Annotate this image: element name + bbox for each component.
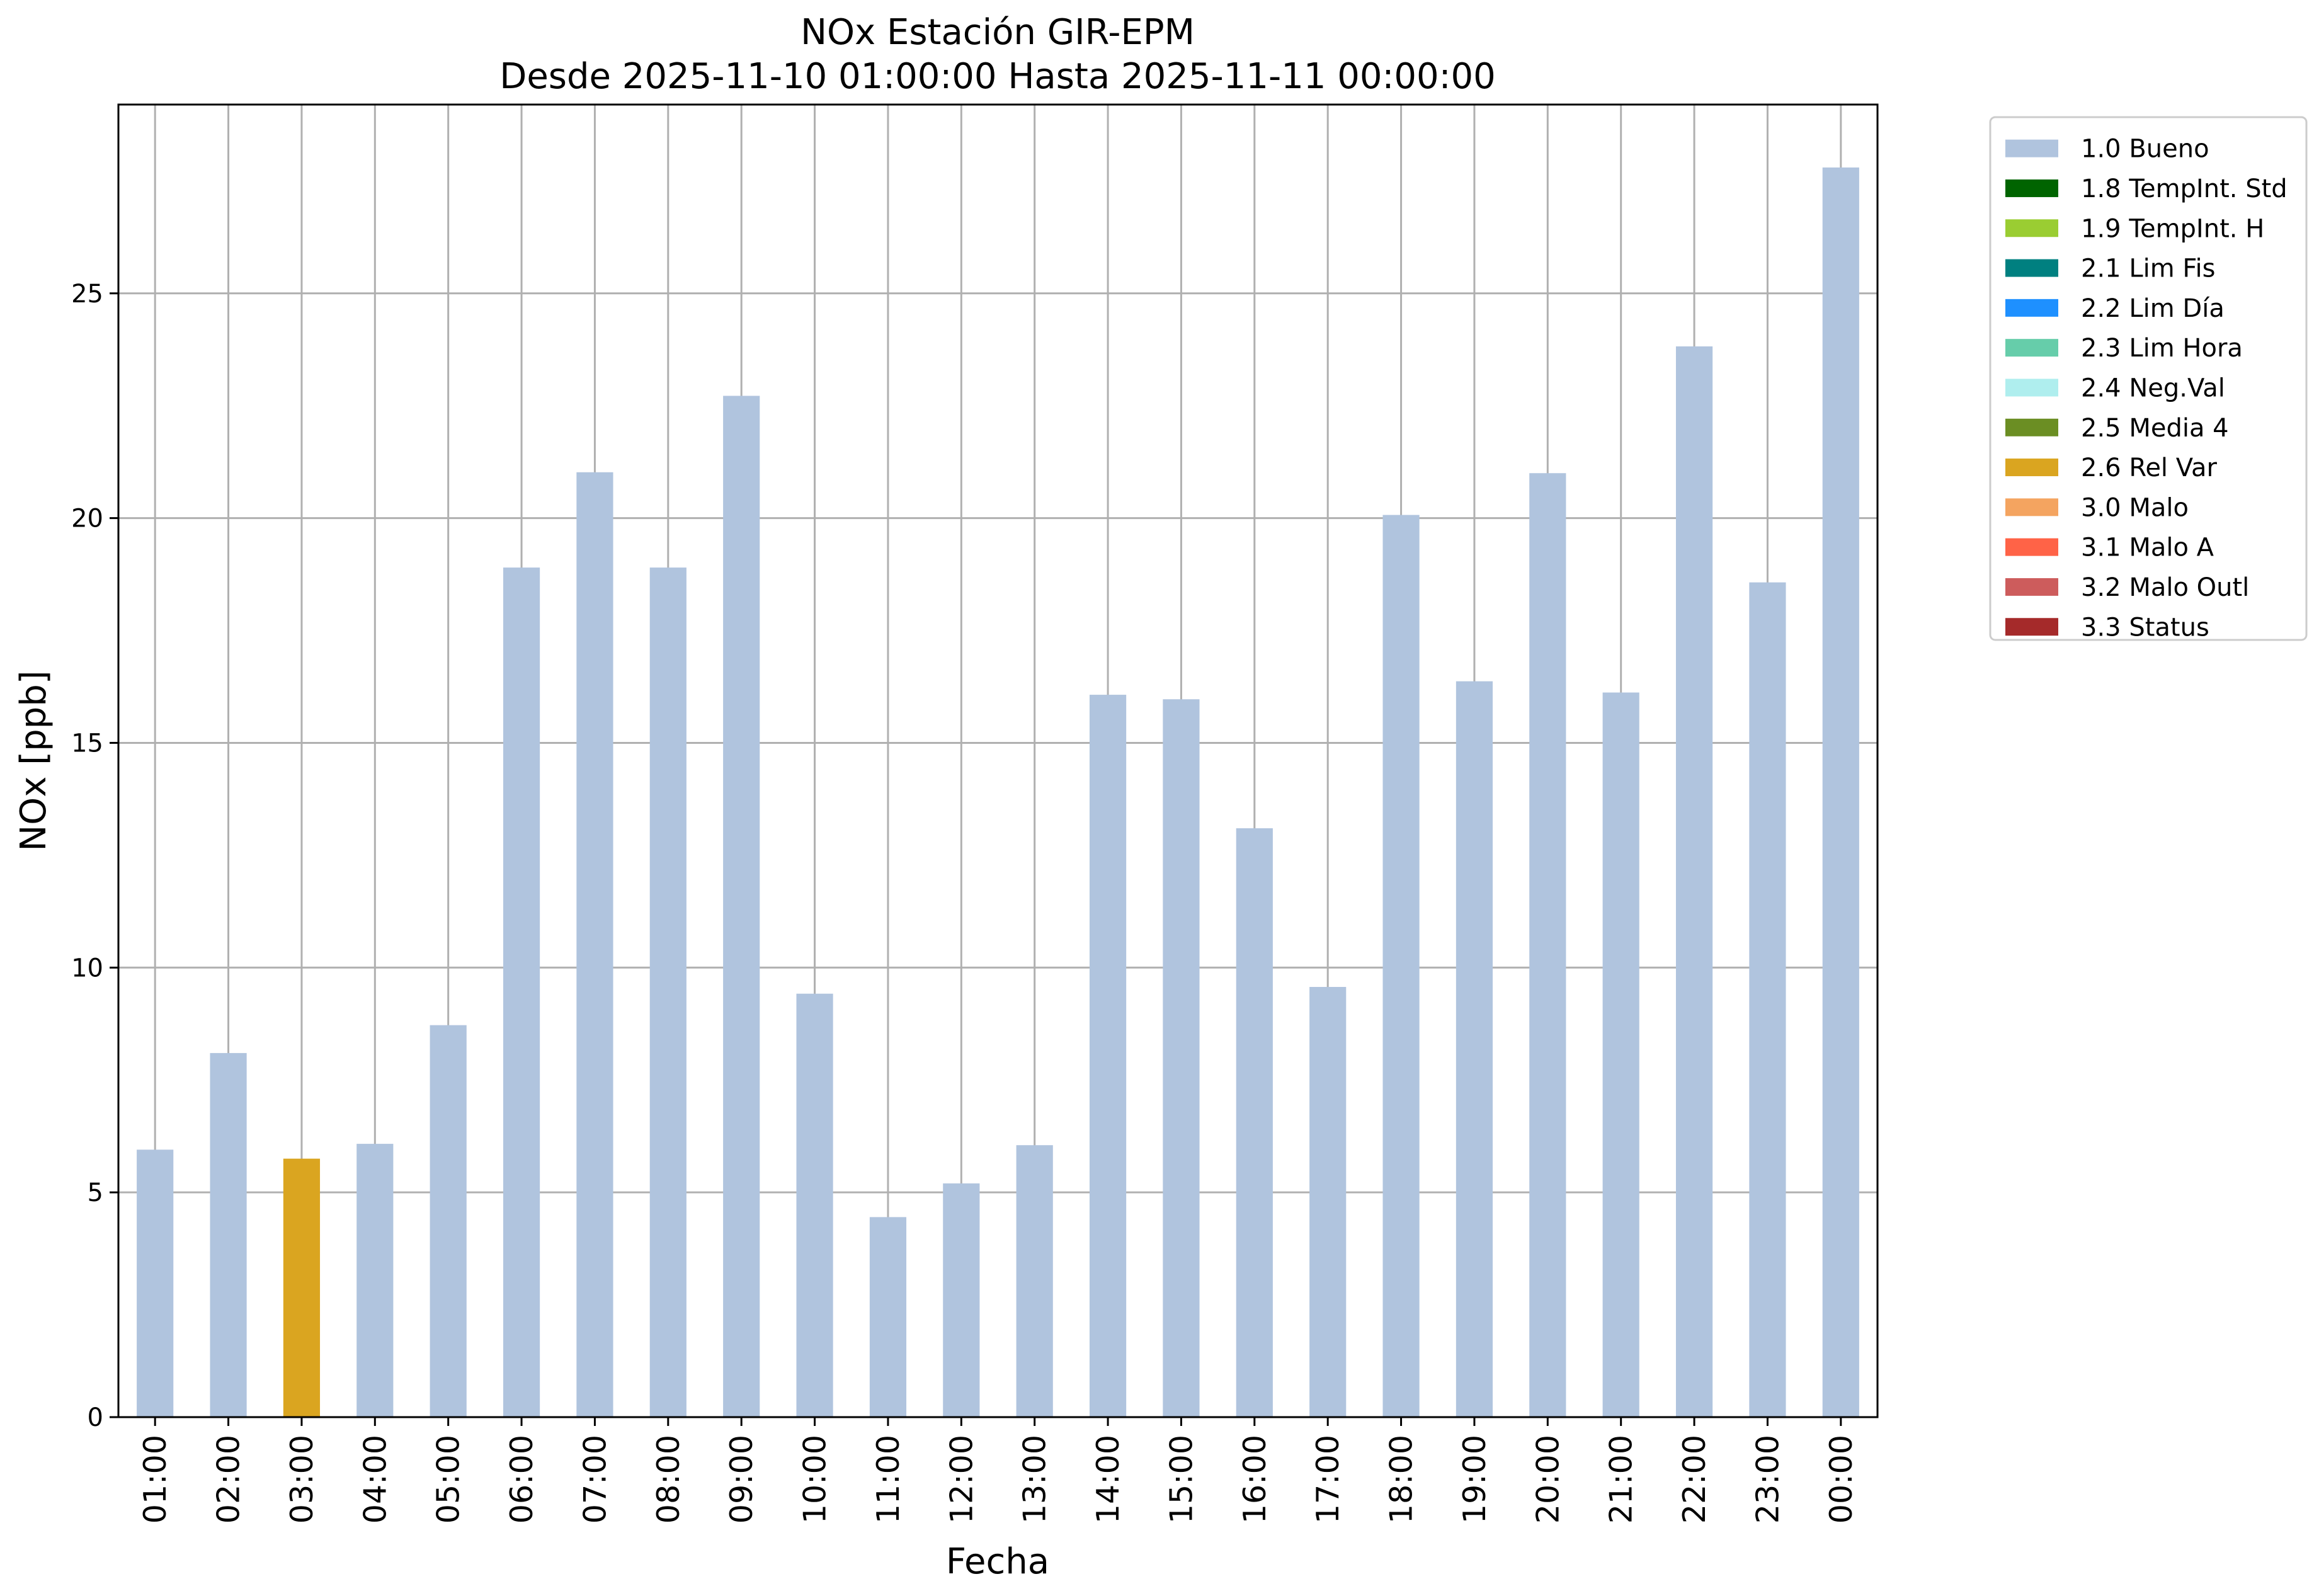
legend-swatch-4 bbox=[2005, 299, 2058, 317]
bar-23:00 bbox=[1749, 582, 1786, 1417]
bar-15:00 bbox=[1163, 699, 1200, 1417]
legend-label-6: 2.4 Neg.Val bbox=[2081, 373, 2225, 402]
bar-07:00 bbox=[576, 472, 613, 1418]
bar-04:00 bbox=[356, 1144, 394, 1417]
y-tick-label-1: 5 bbox=[88, 1178, 103, 1207]
bar-18:00 bbox=[1382, 515, 1420, 1417]
legend-swatch-5 bbox=[2005, 339, 2058, 357]
bar-01:00 bbox=[137, 1149, 174, 1417]
bars-group bbox=[137, 167, 1859, 1418]
legend-label-4: 2.2 Lim Día bbox=[2081, 294, 2225, 323]
y-axis-label: NOx [ppb] bbox=[13, 670, 54, 851]
x-tick-label-14:00: 14:00 bbox=[1090, 1435, 1126, 1524]
legend-swatch-6 bbox=[2005, 379, 2058, 397]
x-ticks: 01:00 02:00 03:00 04:00 05:00 06:00 07:00 08:00… bbox=[137, 1417, 1859, 1524]
bar-03:00 bbox=[283, 1158, 321, 1417]
x-tick-label-10:00: 10:00 bbox=[797, 1435, 833, 1524]
bar-12:00 bbox=[943, 1183, 980, 1417]
legend-label-7: 2.5 Media 4 bbox=[2081, 414, 2229, 443]
plot-frame bbox=[117, 103, 1879, 1418]
bar-00:00 bbox=[1822, 167, 1859, 1417]
x-tick-label-02:00: 02:00 bbox=[211, 1435, 247, 1524]
x-tick-label-06:00: 06:00 bbox=[504, 1435, 540, 1524]
x-tick-label-15:00: 15:00 bbox=[1163, 1435, 1199, 1524]
bar-13:00 bbox=[1016, 1145, 1053, 1417]
chart-subtitle: Desde 2025-11-10 01:00:00 Hasta 2025-11-… bbox=[499, 56, 1496, 97]
legend-label-9: 3.0 Malo bbox=[2081, 493, 2189, 522]
x-tick-label-18:00: 18:00 bbox=[1384, 1435, 1420, 1524]
x-tick-label-00:00: 00:00 bbox=[1823, 1435, 1859, 1524]
bar-17:00 bbox=[1309, 986, 1347, 1417]
legend-swatch-8 bbox=[2005, 459, 2058, 477]
legend-label-8: 2.6 Rel Var bbox=[2081, 453, 2218, 482]
x-tick-label-04:00: 04:00 bbox=[357, 1435, 393, 1524]
bar-20:00 bbox=[1529, 473, 1566, 1417]
legend-label-0: 1.0 Bueno bbox=[2081, 135, 2209, 164]
x-tick-label-07:00: 07:00 bbox=[577, 1435, 613, 1524]
legend-swatch-0 bbox=[2005, 139, 2058, 157]
x-tick-label-03:00: 03:00 bbox=[284, 1435, 320, 1524]
x-tick-label-12:00: 12:00 bbox=[943, 1435, 979, 1524]
legend-swatch-9 bbox=[2005, 498, 2058, 516]
x-tick-label-23:00: 23:00 bbox=[1750, 1435, 1786, 1524]
x-tick-label-21:00: 21:00 bbox=[1604, 1435, 1639, 1524]
x-tick-label-09:00: 09:00 bbox=[724, 1435, 760, 1524]
bar-06:00 bbox=[503, 567, 540, 1417]
bar-05:00 bbox=[430, 1025, 467, 1417]
y-tick-label-5: 25 bbox=[71, 280, 103, 309]
legend-swatch-1 bbox=[2005, 179, 2058, 197]
legend-label-5: 2.3 Lim Hora bbox=[2081, 334, 2243, 363]
bar-10:00 bbox=[796, 993, 833, 1417]
x-tick-label-08:00: 08:00 bbox=[651, 1435, 687, 1524]
legend-label-1: 1.8 TempInt. Std bbox=[2081, 174, 2288, 203]
x-tick-label-01:00: 01:00 bbox=[137, 1435, 173, 1524]
x-axis-label: Fecha bbox=[946, 1541, 1049, 1582]
x-tick-label-13:00: 13:00 bbox=[1017, 1435, 1053, 1524]
legend-swatch-11 bbox=[2005, 578, 2058, 596]
legend-label-3: 2.1 Lim Fis bbox=[2081, 254, 2215, 283]
bar-02:00 bbox=[210, 1052, 247, 1417]
legend: 1.0 Bueno 1.8 TempInt. Std 1.9 TempInt. H 2… bbox=[1989, 116, 2308, 642]
chart-title: NOx Estación GIR-EPM bbox=[801, 12, 1195, 53]
bar-11:00 bbox=[869, 1217, 907, 1417]
y-tick-label-0: 0 bbox=[88, 1403, 103, 1432]
y-tick-label-3: 15 bbox=[71, 729, 103, 758]
legend-label-2: 1.9 TempInt. H bbox=[2081, 214, 2264, 243]
legend-swatch-12 bbox=[2005, 618, 2058, 636]
legend-frame bbox=[1989, 116, 2308, 641]
x-tick-label-17:00: 17:00 bbox=[1310, 1435, 1346, 1524]
bar-08:00 bbox=[649, 567, 687, 1417]
legend-label-10: 3.1 Malo A bbox=[2081, 533, 2214, 562]
y-tick-label-2: 10 bbox=[71, 954, 103, 983]
x-tick-label-16:00: 16:00 bbox=[1237, 1435, 1273, 1524]
legend-label-12: 3.3 Status bbox=[2081, 613, 2209, 642]
bar-19:00 bbox=[1456, 681, 1493, 1417]
y-tick-label-4: 20 bbox=[71, 504, 103, 533]
bar-09:00 bbox=[723, 396, 760, 1417]
x-tick-label-22:00: 22:00 bbox=[1677, 1435, 1712, 1524]
bar-14:00 bbox=[1089, 695, 1127, 1417]
x-tick-label-05:00: 05:00 bbox=[431, 1435, 467, 1524]
y-ticks: 0 5 10 15 20 25 bbox=[71, 280, 118, 1432]
legend-swatch-3 bbox=[2005, 259, 2058, 277]
legend-swatch-7 bbox=[2005, 418, 2058, 436]
legend-swatch-2 bbox=[2005, 219, 2058, 237]
legend-swatch-10 bbox=[2005, 538, 2058, 556]
x-tick-label-20:00: 20:00 bbox=[1530, 1435, 1566, 1524]
x-tick-label-11:00: 11:00 bbox=[870, 1435, 906, 1524]
legend-label-11: 3.2 Malo Outl bbox=[2081, 573, 2249, 602]
x-tick-label-19:00: 19:00 bbox=[1457, 1435, 1493, 1524]
bar-22:00 bbox=[1675, 346, 1713, 1417]
bar-16:00 bbox=[1236, 828, 1273, 1417]
bar-21:00 bbox=[1602, 692, 1639, 1417]
